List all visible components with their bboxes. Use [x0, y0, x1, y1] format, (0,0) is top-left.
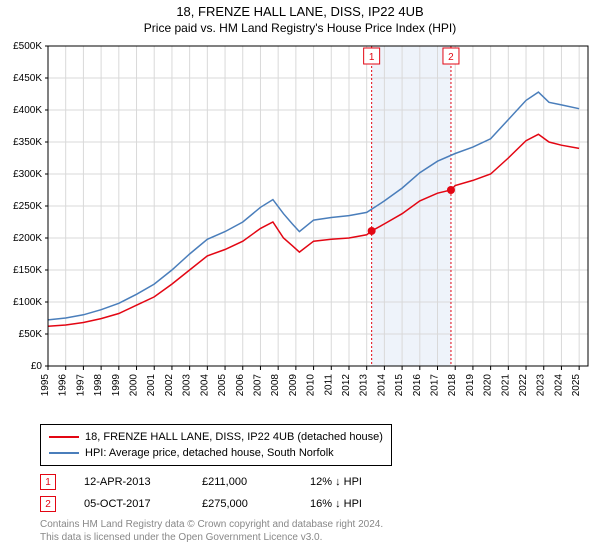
- legend-row: HPI: Average price, detached house, Sout…: [49, 445, 383, 461]
- x-tick-label: 2024: [553, 374, 564, 397]
- x-tick-label: 2019: [465, 374, 476, 397]
- x-tick-label: 2017: [430, 374, 441, 397]
- sales-marker: 2: [40, 496, 56, 512]
- x-tick-label: 2005: [217, 374, 228, 397]
- sale-marker-label: 1: [369, 52, 375, 63]
- sales-table: 1 12-APR-2013 £211,000 12% ↓ HPI 2 05-OCT-201…: [40, 474, 560, 512]
- title-block: 18, FRENZE HALL LANE, DISS, IP22 4UB Pri…: [0, 0, 600, 35]
- x-tick-label: 2008: [270, 374, 281, 397]
- x-tick-label: 2016: [412, 374, 423, 397]
- sale-marker-label: 2: [448, 52, 454, 63]
- x-tick-label: 2001: [146, 374, 157, 397]
- y-tick-label: £200K: [13, 233, 42, 244]
- x-tick-label: 2007: [252, 374, 263, 397]
- sales-delta: 16% ↓ HPI: [310, 498, 390, 510]
- y-tick-label: £0: [31, 361, 43, 372]
- y-tick-label: £350K: [13, 137, 42, 148]
- x-tick-label: 1997: [75, 374, 86, 397]
- x-tick-label: 2012: [341, 374, 352, 397]
- x-tick-label: 2002: [164, 374, 175, 397]
- sales-delta: 12% ↓ HPI: [310, 476, 390, 488]
- sale-point: [447, 186, 455, 194]
- x-tick-label: 2004: [199, 374, 210, 397]
- page-title: 18, FRENZE HALL LANE, DISS, IP22 4UB: [0, 4, 600, 19]
- attribution-line1: Contains HM Land Registry data © Crown c…: [40, 518, 560, 531]
- sales-price: £211,000: [202, 476, 282, 488]
- x-tick-label: 1996: [58, 374, 69, 397]
- chart-container: 18, FRENZE HALL LANE, DISS, IP22 4UB Pri…: [0, 0, 600, 560]
- legend-swatch: [49, 436, 79, 438]
- y-tick-label: £100K: [13, 297, 42, 308]
- x-tick-label: 2023: [536, 374, 547, 397]
- x-tick-label: 2010: [306, 374, 317, 397]
- y-tick-label: £300K: [13, 169, 42, 180]
- y-tick-label: £500K: [13, 41, 42, 52]
- x-tick-label: 2018: [447, 374, 458, 397]
- y-tick-label: £50K: [19, 329, 43, 340]
- page-subtitle: Price paid vs. HM Land Registry's House …: [0, 21, 600, 35]
- sales-price: £275,000: [202, 498, 282, 510]
- x-tick-label: 2006: [235, 374, 246, 397]
- x-tick-label: 2025: [571, 374, 582, 397]
- x-tick-label: 2013: [359, 374, 370, 397]
- x-tick-label: 1995: [40, 374, 51, 397]
- chart-area: £0 £50K £100K £150K £200K £250K £300K £350K £400…: [0, 40, 600, 420]
- y-tick-label: £400K: [13, 105, 42, 116]
- sales-row: 1 12-APR-2013 £211,000 12% ↓ HPI: [40, 474, 560, 490]
- sales-date: 05-OCT-2017: [84, 498, 174, 510]
- sales-row: 2 05-OCT-2017 £275,000 16% ↓ HPI: [40, 496, 560, 512]
- x-tick-label: 1998: [93, 374, 104, 397]
- legend-block: 18, FRENZE HALL LANE, DISS, IP22 4UB (de…: [40, 424, 560, 544]
- legend-label: HPI: Average price, detached house, Sout…: [85, 445, 334, 461]
- x-tick-label: 2009: [288, 374, 299, 397]
- sales-date: 12-APR-2013: [84, 476, 174, 488]
- y-tick-label: £150K: [13, 265, 42, 276]
- attribution: Contains HM Land Registry data © Crown c…: [40, 518, 560, 544]
- x-tick-label: 2003: [182, 374, 193, 397]
- x-tick-label: 2014: [376, 374, 387, 397]
- y-tick-label: £250K: [13, 201, 42, 212]
- y-tick-label: £450K: [13, 73, 42, 84]
- attribution-line2: This data is licensed under the Open Gov…: [40, 531, 560, 544]
- x-tick-label: 2011: [323, 374, 334, 396]
- x-tick-label: 2015: [394, 374, 405, 397]
- legend-box: 18, FRENZE HALL LANE, DISS, IP22 4UB (de…: [40, 424, 392, 466]
- x-tick-label: 2020: [483, 374, 494, 397]
- x-tick-label: 1999: [111, 374, 122, 397]
- chart-svg: £0 £50K £100K £150K £200K £250K £300K £350K £400…: [0, 40, 600, 420]
- legend-row: 18, FRENZE HALL LANE, DISS, IP22 4UB (de…: [49, 429, 383, 445]
- x-tick-label: 2021: [500, 374, 511, 397]
- legend-swatch: [49, 452, 79, 454]
- legend-label: 18, FRENZE HALL LANE, DISS, IP22 4UB (de…: [85, 429, 383, 445]
- x-tick-label: 2022: [518, 374, 529, 397]
- x-tick-label: 2000: [129, 374, 140, 397]
- sales-marker: 1: [40, 474, 56, 490]
- sale-point: [368, 227, 376, 235]
